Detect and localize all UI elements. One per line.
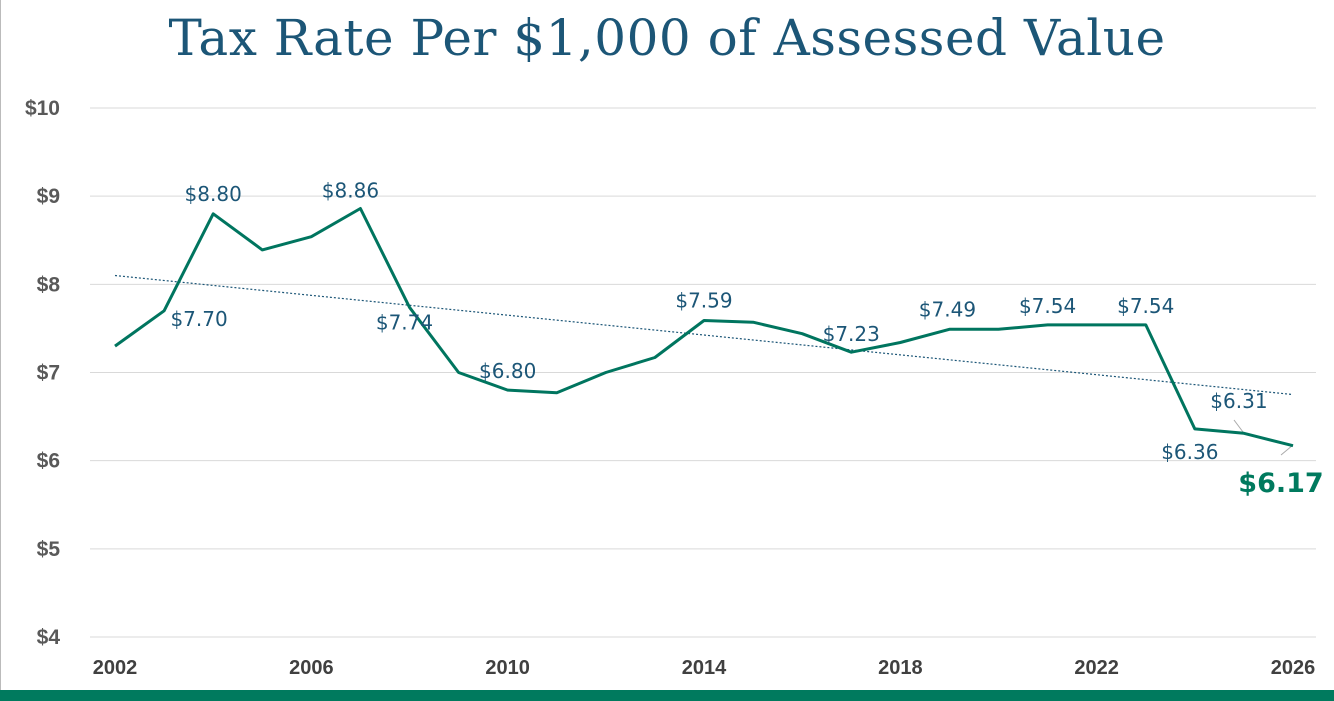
y-tick-label: $9 (37, 185, 60, 208)
y-tick-label: $6 (37, 450, 60, 473)
data-label: $7.70 (170, 307, 227, 331)
x-tick-label: 2010 (485, 657, 530, 679)
data-label: $8.80 (185, 182, 242, 206)
y-tick-label: $5 (37, 538, 61, 561)
y-tick-label: $8 (37, 273, 61, 296)
data-label: $7.54 (1019, 294, 1076, 318)
leader-line (1233, 419, 1244, 433)
data-label: $6.80 (479, 359, 536, 383)
x-tick-label: 2022 (1074, 657, 1119, 679)
accent-bar (0, 690, 1334, 701)
data-label: $6.36 (1161, 440, 1218, 464)
data-label: $7.54 (1117, 294, 1174, 318)
x-tick-label: 2026 (1271, 657, 1316, 679)
frame-border (0, 0, 1, 690)
data-label: $7.49 (919, 297, 976, 321)
x-tick-label: 2002 (93, 657, 138, 679)
y-tick-label: $10 (25, 97, 60, 120)
series-line (114, 207, 1294, 448)
y-tick-label: $4 (37, 626, 61, 649)
trendline (114, 274, 1294, 396)
chart-title: Tax Rate Per $1,000 of Assessed Value (168, 9, 1166, 67)
data-label: $7.59 (675, 288, 732, 312)
y-tick-label: $7 (37, 362, 60, 385)
data-label: $7.74 (376, 310, 433, 334)
x-tick-label: 2018 (878, 657, 923, 679)
x-tick-label: 2006 (289, 657, 334, 679)
data-label: $6.17 (1238, 468, 1323, 499)
data-label: $7.23 (823, 322, 880, 346)
x-tick-label: 2014 (682, 657, 727, 679)
data-label: $8.86 (322, 179, 379, 203)
data-label: $6.31 (1210, 389, 1267, 413)
